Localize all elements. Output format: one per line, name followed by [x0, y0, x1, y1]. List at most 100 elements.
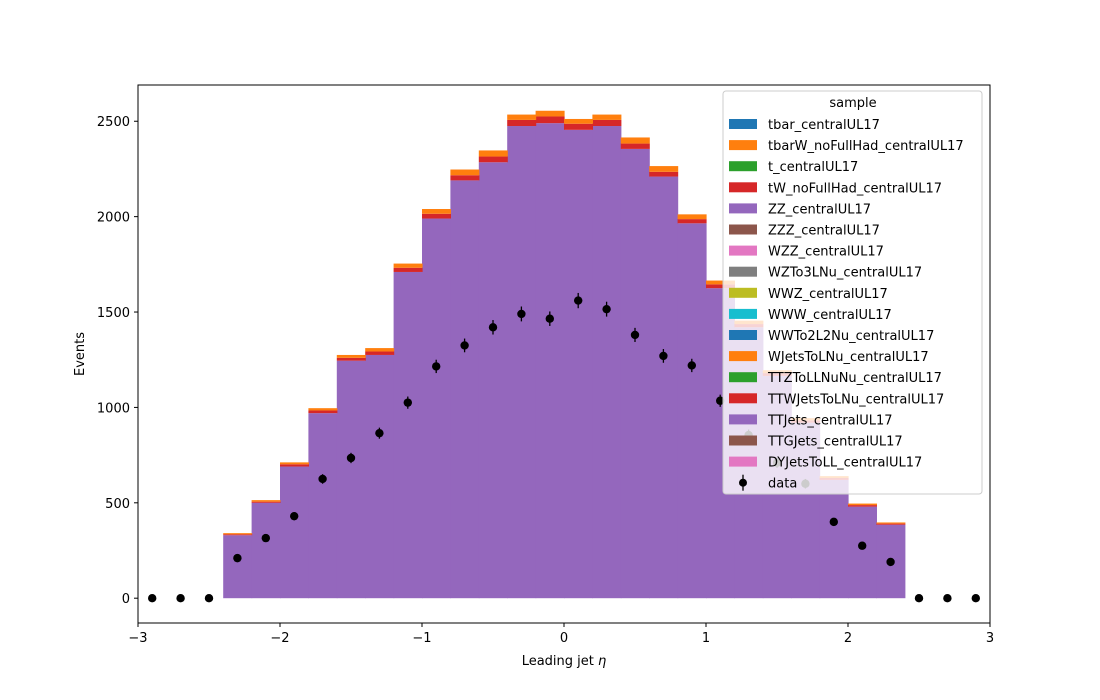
- bar-extra-1: [706, 280, 735, 285]
- data-point: [403, 398, 412, 407]
- bar-extra-0: [450, 175, 480, 181]
- bar-extra-0: [223, 534, 253, 536]
- bar-extra-0: [280, 464, 309, 467]
- bar-extra-1: [507, 114, 537, 120]
- bar-ttjets-centralul17: [336, 360, 366, 599]
- bar-extra-1: [677, 214, 707, 220]
- data-point: [545, 314, 554, 323]
- legend-swatch: [729, 119, 757, 129]
- legend-label: tW_noFullHad_centralUL17: [768, 181, 942, 196]
- legend-label: tbar_centralUL17: [768, 118, 880, 133]
- legend-label: WZZ_centralUL17: [768, 245, 884, 260]
- legend-swatch: [729, 287, 757, 298]
- data-point: [517, 309, 526, 319]
- legend-label: WWTo2L2Nu_centralUL17: [768, 329, 934, 344]
- legend-data-marker: [739, 478, 747, 487]
- bar-extra-1: [280, 462, 309, 465]
- legend-label: WJetsToLNu_centralUL17: [768, 350, 929, 365]
- legend-label: DYJetsToLL_centralUL17: [768, 456, 922, 471]
- bar-extra-0: [649, 171, 679, 177]
- data-point: [687, 361, 696, 370]
- bar-extra-1: [365, 348, 395, 352]
- y-tick-label: 2500: [97, 115, 130, 130]
- bar-extra-0: [507, 119, 537, 127]
- legend-swatch: [729, 182, 757, 193]
- bar-extra-1: [450, 169, 480, 176]
- bar-extra-1: [422, 209, 451, 214]
- legend-label: tbarW_noFullHad_centralUL17: [768, 139, 964, 154]
- data-point: [318, 474, 327, 484]
- legend-swatch: [729, 245, 757, 256]
- legend-label: WWZ_centralUL17: [768, 287, 888, 302]
- legend-label: TTJets_centralUL17: [767, 413, 893, 428]
- legend-swatch: [729, 330, 757, 340]
- bar-ttjets-centralul17: [677, 223, 707, 599]
- x-tick-label: 2: [844, 631, 852, 646]
- bar-ttjets-centralul17: [620, 148, 650, 599]
- x-tick-label: −3: [128, 631, 147, 646]
- bar-ttjets-centralul17: [251, 502, 281, 599]
- bar-ttjets-centralul17: [592, 126, 622, 599]
- legend-swatch: [729, 414, 757, 425]
- legend-entries: tbar_centralUL17 tbarW_noFullHad_centralU…: [729, 118, 964, 492]
- bar-extra-1: [251, 500, 281, 502]
- data-point: [602, 304, 611, 314]
- legend-swatch: [729, 266, 757, 277]
- bar-extra-0: [620, 143, 650, 149]
- legend: sample tbar_centralUL17 tbarW_noFullHad_c…: [722, 90, 983, 495]
- bar-ttjets-centralul17: [223, 535, 253, 599]
- data-point: [432, 362, 441, 371]
- y-tick-label: 1000: [97, 401, 130, 416]
- data-point: [204, 593, 214, 603]
- y-tick-label: 500: [105, 497, 130, 512]
- y-tick-label: 1500: [97, 306, 130, 321]
- legend-title: sample: [829, 96, 876, 111]
- x-tick-label: 0: [560, 631, 568, 646]
- bar-ttjets-centralul17: [365, 354, 395, 599]
- data-point: [233, 553, 242, 563]
- bar-extra-0: [848, 505, 877, 507]
- legend-swatch: [729, 351, 757, 362]
- bar-ttjets-centralul17: [308, 413, 338, 599]
- y-axis-label: Events: [73, 332, 88, 376]
- y-tick-label: 2000: [97, 211, 130, 226]
- legend-swatch: [729, 372, 757, 383]
- bar-extra-0: [251, 501, 281, 503]
- x-tick-label: −1: [412, 631, 431, 646]
- bar-ttjets-centralul17: [564, 129, 593, 599]
- data-point: [261, 533, 270, 543]
- legend-swatch: [729, 435, 757, 446]
- legend-frame: [722, 90, 983, 495]
- legend-swatch: [729, 140, 757, 151]
- data-point: [148, 593, 157, 603]
- bar-extra-1: [848, 503, 877, 506]
- bar-extra-1: [876, 522, 906, 524]
- bar-extra-0: [592, 119, 622, 127]
- bar-extra-0: [706, 284, 735, 289]
- data-point: [488, 323, 498, 332]
- data-point: [630, 330, 640, 340]
- x-tick-label: 1: [702, 631, 710, 646]
- bar-extra-0: [564, 123, 593, 130]
- data-point: [886, 557, 895, 567]
- legend-swatch: [729, 224, 757, 235]
- bar-extra-1: [649, 166, 679, 172]
- bar-extra-0: [478, 156, 508, 163]
- legend-label: WWW_centralUL17: [768, 308, 892, 323]
- bar-extra-1: [223, 533, 253, 535]
- bar-ttjets-centralul17: [280, 466, 309, 599]
- y-tick-label: 0: [122, 592, 130, 607]
- data-point: [829, 517, 838, 527]
- bar-ttjets-centralul17: [649, 176, 679, 599]
- data-point: [971, 593, 980, 603]
- bar-extra-1: [308, 408, 338, 411]
- bar-extra-0: [365, 351, 395, 355]
- legend-label: TTZToLLNuNu_centralUL17: [767, 371, 942, 386]
- bar-extra-0: [677, 219, 707, 224]
- x-tick-label: 3: [986, 631, 994, 646]
- bar-extra-0: [336, 357, 366, 361]
- legend-label: ZZ_centralUL17: [768, 202, 871, 217]
- data-point: [176, 593, 185, 603]
- legend-label: TTGJets_centralUL17: [767, 435, 903, 450]
- bar-extra-1: [478, 150, 508, 157]
